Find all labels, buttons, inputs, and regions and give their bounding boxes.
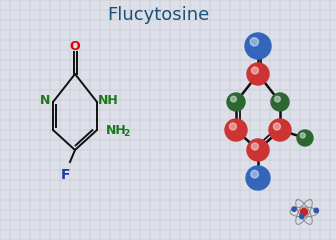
Circle shape: [274, 123, 281, 130]
Circle shape: [269, 119, 291, 141]
Circle shape: [251, 143, 258, 150]
Text: NH: NH: [98, 95, 118, 108]
Text: N: N: [40, 95, 50, 108]
Circle shape: [247, 63, 269, 85]
Circle shape: [227, 93, 245, 111]
Circle shape: [292, 207, 296, 211]
Circle shape: [225, 119, 247, 141]
Circle shape: [230, 96, 236, 102]
Circle shape: [229, 123, 237, 130]
Text: F: F: [61, 168, 71, 182]
Circle shape: [299, 214, 304, 219]
Circle shape: [297, 130, 313, 146]
Circle shape: [251, 67, 258, 74]
Text: O: O: [70, 40, 80, 53]
Circle shape: [300, 133, 305, 138]
Circle shape: [300, 209, 307, 216]
Circle shape: [250, 38, 258, 46]
Circle shape: [314, 208, 319, 213]
Circle shape: [246, 166, 270, 190]
Circle shape: [251, 170, 258, 178]
Circle shape: [275, 96, 280, 102]
Circle shape: [247, 139, 269, 161]
Circle shape: [271, 93, 289, 111]
Text: 2: 2: [123, 128, 129, 138]
Text: Flucytosine: Flucytosine: [107, 6, 209, 24]
Text: NH: NH: [106, 124, 127, 137]
Circle shape: [245, 33, 271, 59]
